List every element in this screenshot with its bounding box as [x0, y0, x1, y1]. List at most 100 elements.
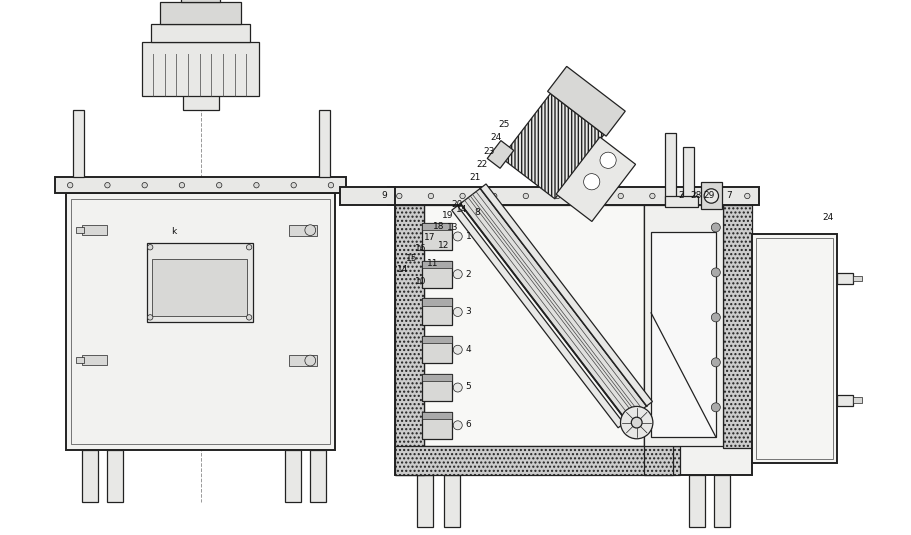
Bar: [644, 205, 723, 446]
Polygon shape: [452, 206, 624, 428]
Circle shape: [454, 345, 462, 354]
Bar: [752, 234, 837, 463]
Bar: [422, 337, 453, 343]
Bar: [394, 205, 424, 475]
Bar: [422, 374, 453, 401]
Bar: [422, 412, 453, 419]
Text: 8: 8: [475, 208, 480, 217]
Circle shape: [587, 193, 592, 198]
Text: 18: 18: [433, 222, 445, 231]
Text: 12: 12: [437, 241, 449, 250]
Circle shape: [305, 355, 316, 366]
Bar: [82, 449, 98, 502]
Bar: [82, 355, 107, 365]
Bar: [73, 110, 84, 177]
Text: 2: 2: [466, 270, 471, 279]
Bar: [422, 337, 453, 363]
Bar: [556, 137, 636, 221]
Bar: [445, 475, 460, 527]
Bar: [394, 446, 680, 475]
Bar: [387, 187, 759, 205]
Bar: [422, 223, 453, 230]
Circle shape: [584, 174, 599, 190]
Bar: [665, 133, 676, 205]
Bar: [82, 225, 107, 235]
Circle shape: [246, 315, 251, 320]
Bar: [142, 42, 259, 96]
Text: 20: 20: [451, 201, 463, 210]
Bar: [55, 177, 346, 193]
Bar: [311, 449, 326, 502]
Text: 23: 23: [484, 147, 495, 156]
Bar: [77, 226, 84, 233]
Bar: [180, 0, 220, 2]
Circle shape: [454, 232, 462, 241]
Text: 15: 15: [406, 255, 417, 263]
Text: 2: 2: [679, 192, 684, 201]
Circle shape: [711, 403, 721, 412]
Text: 3: 3: [466, 308, 471, 317]
Bar: [644, 205, 672, 475]
Text: k: k: [171, 226, 176, 235]
Text: 10: 10: [415, 277, 426, 286]
Circle shape: [454, 270, 462, 279]
Bar: [289, 355, 317, 366]
Circle shape: [618, 193, 623, 198]
Circle shape: [105, 182, 110, 188]
Bar: [151, 24, 250, 42]
Circle shape: [681, 193, 687, 198]
Circle shape: [555, 193, 560, 198]
Bar: [487, 141, 514, 169]
Circle shape: [148, 244, 153, 250]
Bar: [422, 299, 453, 325]
Bar: [417, 475, 434, 527]
Circle shape: [328, 182, 333, 188]
Text: 16: 16: [415, 243, 426, 253]
Text: 9: 9: [381, 192, 387, 201]
Circle shape: [454, 421, 462, 430]
Circle shape: [148, 315, 153, 320]
Bar: [701, 182, 722, 210]
Text: 14: 14: [397, 265, 408, 274]
Circle shape: [217, 182, 222, 188]
Text: 4: 4: [466, 345, 471, 354]
Bar: [714, 475, 731, 527]
Circle shape: [396, 193, 402, 198]
Bar: [854, 398, 863, 403]
Text: 19: 19: [442, 211, 454, 220]
Bar: [422, 223, 453, 250]
Text: 25: 25: [498, 119, 509, 128]
Text: 17: 17: [425, 233, 435, 242]
Bar: [665, 196, 698, 207]
Bar: [152, 259, 247, 317]
Circle shape: [454, 383, 462, 392]
Text: 13: 13: [446, 223, 458, 232]
Bar: [689, 475, 705, 527]
Bar: [422, 261, 453, 288]
Circle shape: [305, 225, 316, 235]
Bar: [723, 205, 752, 448]
Bar: [501, 94, 604, 199]
Bar: [548, 66, 625, 136]
Text: 1: 1: [466, 232, 471, 241]
Bar: [422, 299, 453, 305]
Circle shape: [704, 189, 719, 203]
Circle shape: [631, 417, 642, 428]
Text: 6: 6: [466, 420, 471, 429]
Polygon shape: [460, 188, 647, 421]
Text: 24: 24: [823, 213, 834, 222]
Circle shape: [620, 407, 653, 439]
Circle shape: [179, 182, 185, 188]
Bar: [340, 187, 394, 205]
Circle shape: [600, 152, 616, 169]
Circle shape: [711, 358, 721, 367]
Bar: [424, 205, 644, 446]
Text: 5: 5: [466, 382, 471, 391]
Circle shape: [713, 193, 719, 198]
Circle shape: [460, 193, 466, 198]
Circle shape: [711, 313, 721, 322]
Text: 28: 28: [691, 192, 701, 201]
Bar: [422, 412, 453, 439]
Bar: [854, 276, 863, 281]
Circle shape: [711, 223, 721, 232]
